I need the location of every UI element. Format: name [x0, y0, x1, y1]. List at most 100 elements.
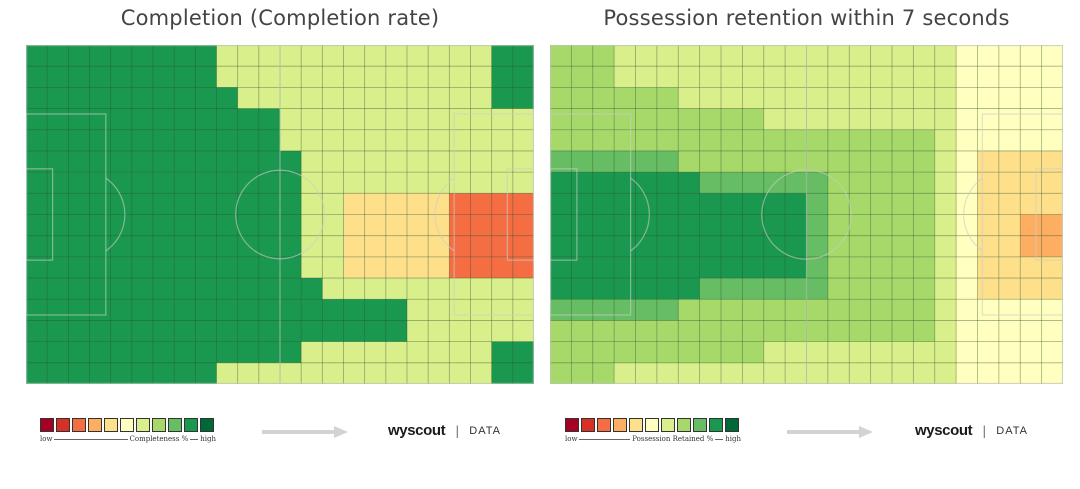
heatmap-cell: [742, 278, 765, 300]
heatmap-cell: [470, 214, 492, 236]
heatmap-cell: [1041, 108, 1063, 131]
heatmap-cell: [491, 129, 514, 152]
legend-swatch: [629, 418, 643, 432]
heatmap-cell: [656, 193, 679, 215]
heatmap-cell: [68, 320, 90, 342]
heatmap-cell: [678, 129, 700, 152]
legend-swatch: [184, 418, 198, 432]
heatmap-cell: [195, 45, 217, 67]
heatmap-cell: [913, 87, 936, 109]
heatmap-cell: [428, 87, 450, 109]
heatmap-cell: [385, 150, 408, 173]
heatmap-cell: [998, 235, 1021, 258]
heatmap-cell: [237, 108, 260, 131]
heatmap-cell: [956, 299, 978, 321]
heatmap-cell: [216, 278, 238, 300]
heatmap-cell: [998, 87, 1021, 109]
heatmap-cell: [89, 235, 111, 258]
heatmap-cell: [998, 320, 1021, 342]
heatmap-cell: [742, 45, 765, 67]
heatmap-cell: [470, 129, 492, 152]
heatmap-cell: [827, 129, 850, 152]
heatmap-cell: [934, 299, 957, 321]
heatmap-cell: [258, 299, 281, 321]
heatmap-cell: [592, 150, 615, 173]
heatmap-cell: [512, 362, 534, 384]
heatmap-cell: [550, 87, 572, 109]
heatmap-cell: [110, 193, 133, 215]
heatmap-cell: [1020, 256, 1042, 279]
heatmap-cell: [763, 129, 786, 152]
heatmap-cell: [635, 235, 658, 258]
heatmap-cell: [592, 320, 615, 342]
heatmap-cell: [763, 320, 786, 342]
heatmap-cell: [721, 278, 743, 300]
legend-swatch: [200, 418, 214, 432]
heatmap-cell: [301, 214, 323, 236]
heatmap-cell: [1020, 299, 1042, 321]
heatmap-cell: [934, 278, 957, 300]
heatmap-cell: [237, 256, 260, 279]
heatmap-cell: [699, 129, 722, 152]
heatmap-cell: [301, 129, 323, 152]
heatmap-cell: [870, 214, 893, 236]
heatmap-cell: [827, 108, 850, 131]
heatmap-cell: [470, 108, 492, 131]
heatmap-cell: [174, 341, 196, 364]
possession-legend: low Possession Retained % high: [565, 418, 741, 458]
heatmap-cell: [131, 87, 154, 109]
heatmap-cell: [407, 172, 429, 194]
heatmap-cell: [407, 278, 429, 300]
heatmap-cell: [614, 362, 636, 384]
heatmap-cell: [913, 108, 936, 131]
heatmap-cell: [998, 172, 1021, 194]
heatmap-cell: [131, 278, 154, 300]
heatmap-cell: [364, 193, 387, 215]
heatmap-cell: [301, 256, 323, 279]
heatmap-cell: [956, 278, 978, 300]
heatmap-cell: [571, 66, 594, 88]
heatmap-cell: [849, 278, 871, 300]
heatmap-cell: [656, 299, 679, 321]
heatmap-cell: [153, 66, 175, 88]
heatmap-cell: [763, 108, 786, 131]
brand-separator: |: [982, 423, 987, 438]
heatmap-cell: [89, 87, 111, 109]
heatmap-cell: [913, 172, 936, 194]
heatmap-cell: [195, 129, 217, 152]
heatmap-cell: [322, 45, 344, 67]
heatmap-cell: [998, 214, 1021, 236]
heatmap-cell: [977, 341, 1000, 364]
heatmap-cell: [449, 193, 471, 215]
heatmap-cell: [385, 87, 408, 109]
heatmap-cell: [721, 150, 743, 173]
heatmap-cell: [153, 129, 175, 152]
heatmap-cell: [934, 172, 957, 194]
heatmap-cell: [742, 235, 765, 258]
heatmap-cell: [934, 235, 957, 258]
heatmap-cell: [721, 214, 743, 236]
heatmap-cell: [512, 235, 534, 258]
possession-retention-heatmap: [550, 45, 1063, 384]
legend-swatch: [72, 418, 86, 432]
heatmap-cell: [934, 66, 957, 88]
heatmap-cell: [428, 66, 450, 88]
heatmap-cell: [407, 129, 429, 152]
heatmap-cell: [26, 341, 48, 364]
heatmap-cell: [195, 193, 217, 215]
heatmap-cell: [470, 362, 492, 384]
heatmap-cell: [407, 299, 429, 321]
heatmap-cell: [68, 172, 90, 194]
legend-swatch: [613, 418, 627, 432]
heatmap-cell: [827, 45, 850, 67]
heatmap-cell: [237, 45, 260, 67]
heatmap-cell: [827, 256, 850, 279]
heatmap-cell: [428, 172, 450, 194]
heatmap-cell: [571, 214, 594, 236]
heatmap-cell: [68, 45, 90, 67]
heatmap-cell: [998, 66, 1021, 88]
heatmap-cell: [216, 193, 238, 215]
heatmap-cell: [174, 235, 196, 258]
heatmap-cell: [343, 362, 365, 384]
heatmap-cell: [322, 256, 344, 279]
